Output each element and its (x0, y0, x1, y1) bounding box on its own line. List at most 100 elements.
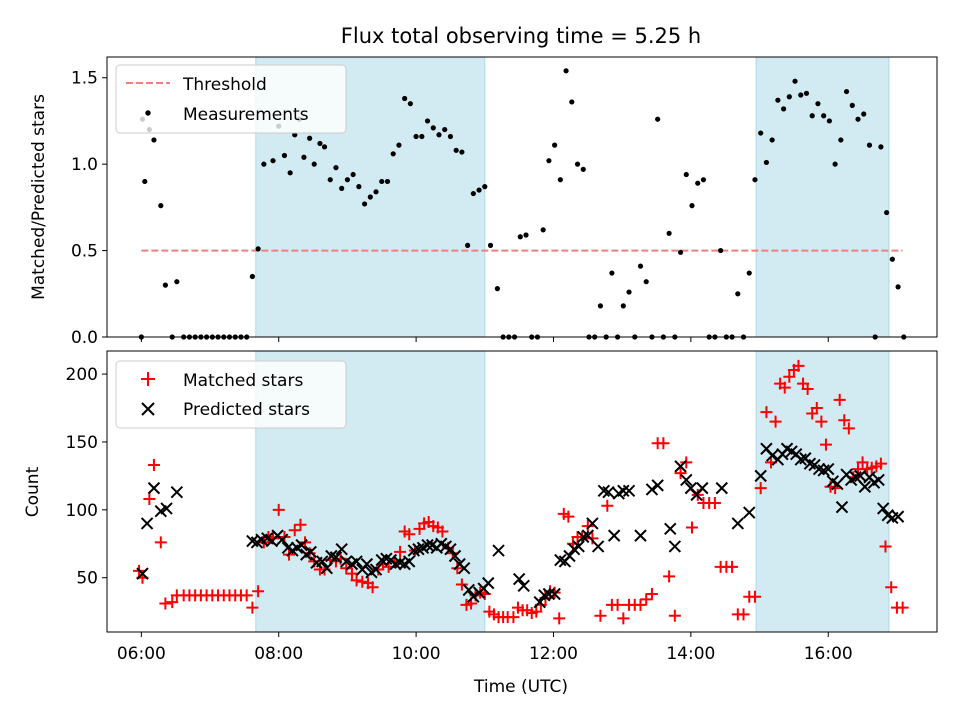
predicted-stars-point (360, 557, 374, 571)
measurement-point (459, 149, 465, 155)
measurement-point (453, 147, 459, 153)
measurement-point (384, 178, 391, 185)
predicted-stars-point (457, 561, 471, 575)
y-tick-label: 1.5 (71, 69, 98, 89)
measurement-point (609, 270, 615, 276)
top-plot-frame (106, 56, 938, 338)
measurements-legend-label: Measurements (183, 105, 309, 125)
y-tick-label: 200 (66, 365, 98, 385)
matched-stars-point (885, 581, 898, 594)
matched-stars-point (147, 459, 160, 472)
top-legend: Threshold Measurements (115, 64, 347, 134)
predicted-stars-point (572, 540, 585, 553)
bottom-plot-frame (106, 350, 938, 633)
matched-stars-point (562, 510, 575, 523)
matched-stars-point (601, 499, 614, 512)
matched-stars-point (350, 574, 363, 587)
matched-stars-point (159, 597, 172, 610)
measurement-point (884, 209, 890, 216)
matched-stars-point (240, 589, 253, 602)
predicted-stars-point (581, 529, 595, 542)
matched-stars-point (663, 570, 676, 583)
y-tick-label: 0.5 (71, 242, 98, 262)
matched-stars-point (760, 406, 773, 419)
x-tick-label: 14:00 (666, 644, 715, 664)
measurement-point (861, 111, 867, 117)
predicted-stars-point (645, 483, 659, 496)
matched-stars-point (366, 581, 379, 594)
predicted-legend-label: Predicted stars (183, 400, 310, 420)
measurement-point (580, 166, 586, 172)
predicted-stars-point (421, 538, 434, 552)
measurement-point (889, 256, 895, 262)
measurement-point (523, 232, 529, 238)
measurement-point (413, 133, 419, 140)
measurement-point (769, 137, 775, 143)
predicted-stars-point (602, 485, 615, 499)
matched-stars-series (133, 359, 909, 625)
matched-stars-point (143, 492, 156, 505)
measurement-point (327, 177, 333, 183)
matched-stars-point (737, 608, 750, 621)
matched-legend-marker (141, 372, 155, 386)
matched-stars-point (674, 467, 687, 480)
measurement-point (158, 203, 164, 209)
predicted-stars-point (512, 572, 526, 586)
matched-stars-point (594, 609, 607, 622)
predicted-stars-point (680, 473, 693, 487)
matched-legend-label: Matched stars (183, 371, 303, 391)
predicted-stars-point (160, 502, 173, 515)
measurement-point (832, 161, 838, 167)
matched-stars-point (288, 524, 301, 537)
matched-stars-point (754, 482, 767, 495)
y-tick-label: 0.0 (71, 328, 98, 348)
measurement-point (780, 106, 787, 112)
matched-stars-point (726, 560, 739, 573)
bottom-legend-box (115, 360, 347, 429)
predicted-stars-series (136, 442, 905, 609)
matched-stars-point (166, 596, 179, 609)
matched-stars-point (657, 437, 670, 450)
measurement-point (249, 273, 255, 280)
predicted-stars-point (822, 462, 835, 476)
matched-stars-point (874, 457, 887, 470)
matched-stars-point (611, 598, 624, 611)
bottom-x-axis-ticks: 06:00 08:00 10:00 12:00 14:00 16:00 (117, 632, 853, 664)
matched-stars-point (451, 562, 464, 575)
measurement-point (792, 78, 798, 84)
matched-stars-point (455, 578, 468, 591)
predicted-stars-point (668, 540, 682, 553)
measurement-point (339, 185, 345, 191)
y-tick-label: 100 (66, 501, 98, 521)
predicted-stars-point (591, 540, 605, 553)
measurement-point (569, 99, 575, 105)
measurement-point (447, 133, 454, 140)
measurement-point (695, 180, 701, 186)
matched-stars-point (356, 575, 369, 588)
matched-stars-point (833, 393, 846, 406)
predicted-stars-point (664, 522, 677, 536)
predicted-stars-point (295, 538, 308, 552)
measurement-point (821, 113, 827, 119)
bottom-panel: 50 100 150 200 06:00 08:00 10:00 12:00 14:00 16:… (23, 350, 938, 697)
observing-interval-2 (755, 350, 890, 633)
matched-stars-point (436, 525, 449, 538)
predicted-stars-point (831, 477, 844, 491)
predicted-stars-point (275, 533, 289, 546)
matched-stars-point (856, 456, 869, 469)
measurement-point (689, 203, 695, 209)
measurements-series (138, 68, 907, 340)
chart-title: Flux total observing time = 5.25 h (341, 24, 701, 48)
predicted-stars-point (444, 542, 457, 556)
measurement-point (758, 130, 764, 136)
matched-stars-point (340, 562, 353, 575)
measurement-point (333, 165, 339, 171)
matched-stars-point (879, 540, 892, 553)
measurement-point (162, 282, 168, 288)
predicted-stars-point (492, 544, 505, 557)
measurement-point (643, 279, 649, 285)
measurement-point (390, 151, 396, 157)
x-tick-label: 16:00 (804, 644, 853, 664)
predicted-stars-point (872, 473, 885, 487)
